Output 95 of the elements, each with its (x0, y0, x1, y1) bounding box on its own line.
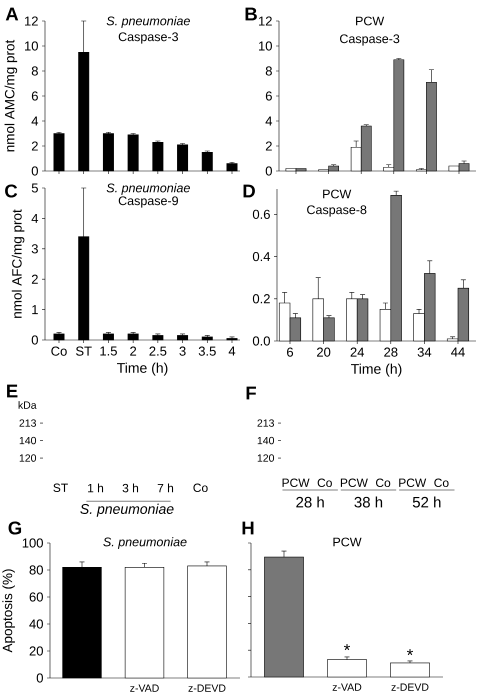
x-tick-label: 4 (228, 346, 236, 356)
text: H (242, 522, 254, 534)
category-label: Co (434, 478, 449, 488)
y-tick-label: 8 (32, 66, 38, 76)
x-tick-label: z-DEVD (188, 684, 226, 692)
y-tick-label: 4 (32, 116, 38, 126)
text: A (6, 8, 18, 20)
chart-title: S. pneumoniae (103, 537, 187, 549)
y-tick-label: 10 (24, 41, 38, 51)
category-label: Co (318, 478, 332, 488)
x-tick-label: 6 (287, 348, 294, 357)
chart-title: S. pneumoniae (106, 183, 190, 195)
category-label: 120 (20, 454, 36, 462)
y-tick-label: 20 (30, 646, 43, 656)
y-tick-label: 6 (32, 91, 38, 101)
x-tick-label: 2 (130, 346, 136, 356)
x-tick-label: ST (76, 346, 92, 356)
y-tick-label: 80 (30, 565, 43, 575)
annotation: * (406, 649, 414, 656)
category-label: PCW (282, 478, 310, 488)
category-label: 1 h (88, 484, 104, 492)
x-tick-label: 28 (384, 348, 398, 357)
category-label: PCW (340, 478, 368, 488)
category-label: PCW (399, 478, 426, 488)
y-tick-label: 12 (258, 16, 272, 26)
category-label: 120 (258, 454, 274, 462)
y-tick-label: 0 (36, 673, 43, 683)
x-axis-title: Time (h) (117, 362, 168, 376)
y-tick-label: 3 (32, 244, 38, 254)
text: 52 h (412, 496, 440, 508)
text: C (5, 184, 18, 198)
x-tick-label: 2.5 (149, 346, 166, 356)
y-tick-label: 6 (266, 91, 272, 101)
y-tick-label: 1 (32, 305, 38, 314)
category-label: 213 (19, 419, 36, 427)
y-tick-label: 2 (32, 141, 38, 151)
y-axis-title: nmol AFC/mg prot (12, 209, 24, 318)
x-tick-label: 24 (350, 348, 364, 357)
text: D (244, 184, 255, 198)
y-tick-label: 0.6 (252, 210, 270, 219)
x-tick-label: z-VAD (332, 684, 362, 691)
x-tick-label: z-DEVD (391, 684, 428, 691)
chart-title: PCW (333, 538, 362, 546)
y-tick-label: 40 (29, 619, 43, 629)
x-tick-label: 20 (317, 348, 330, 357)
y-tick-label: 10 (258, 41, 272, 51)
category-label: Co (376, 478, 390, 488)
category-label: 7 h (158, 484, 174, 492)
chart-title: PCW (356, 16, 384, 26)
y-axis-title: Apoptosis (%) (2, 569, 15, 652)
chart-title: S. pneumoniae (106, 16, 190, 28)
text: 38 h (354, 496, 382, 508)
y-tick-label: 100 (22, 538, 43, 548)
y-tick-label: 0 (266, 166, 272, 176)
text: Caspase-9 (118, 196, 178, 208)
text: kDa (18, 401, 37, 409)
category-label: 140 (20, 436, 36, 444)
category-label: 140 (258, 436, 274, 444)
category-label: Co (193, 484, 208, 492)
text: Caspase-3 (340, 34, 400, 46)
category-label: ST (53, 484, 68, 492)
y-axis-title: nmol AMC/mg prot (4, 40, 18, 152)
text: F (246, 386, 256, 400)
y-tick-label: 4 (32, 214, 38, 223)
x-tick-label: 44 (451, 348, 465, 356)
y-tick-label: 0.4 (252, 252, 270, 262)
y-tick-label: 0.2 (252, 294, 270, 304)
y-tick-label: 0 (32, 335, 38, 345)
x-axis-title: Time (h) (351, 364, 402, 377)
category-label: 213 (257, 419, 274, 427)
x-tick-label: 3.5 (198, 346, 216, 356)
y-tick-label: 2 (266, 141, 272, 151)
y-tick-label: 0 (32, 166, 38, 176)
text: G (8, 521, 22, 535)
text: B (246, 8, 257, 20)
x-tick-label: 1.5 (100, 346, 117, 356)
y-tick-label: 60 (30, 592, 43, 602)
text: Caspase-3 (118, 32, 178, 44)
x-tick-label: z-VAD (130, 684, 159, 692)
text: Caspase-8 (307, 205, 366, 217)
x-tick-label: Co (51, 346, 67, 356)
y-tick-label: 4 (266, 116, 272, 126)
y-tick-label: 8 (266, 66, 272, 76)
chart-title: PCW (323, 190, 352, 198)
text: 28 h (296, 496, 324, 508)
x-tick-label: 34 (418, 348, 432, 357)
text: S. pneumoniae (80, 504, 174, 517)
y-tick-label: 5 (32, 183, 38, 193)
annotation: * (344, 644, 350, 650)
x-tick-label: 3 (179, 346, 186, 356)
y-tick-label: 2 (32, 274, 38, 284)
category-label: 3 h (122, 484, 138, 492)
y-tick-label: 12 (24, 16, 38, 26)
y-tick-label: 0.0 (252, 336, 270, 346)
text: E (7, 384, 18, 398)
